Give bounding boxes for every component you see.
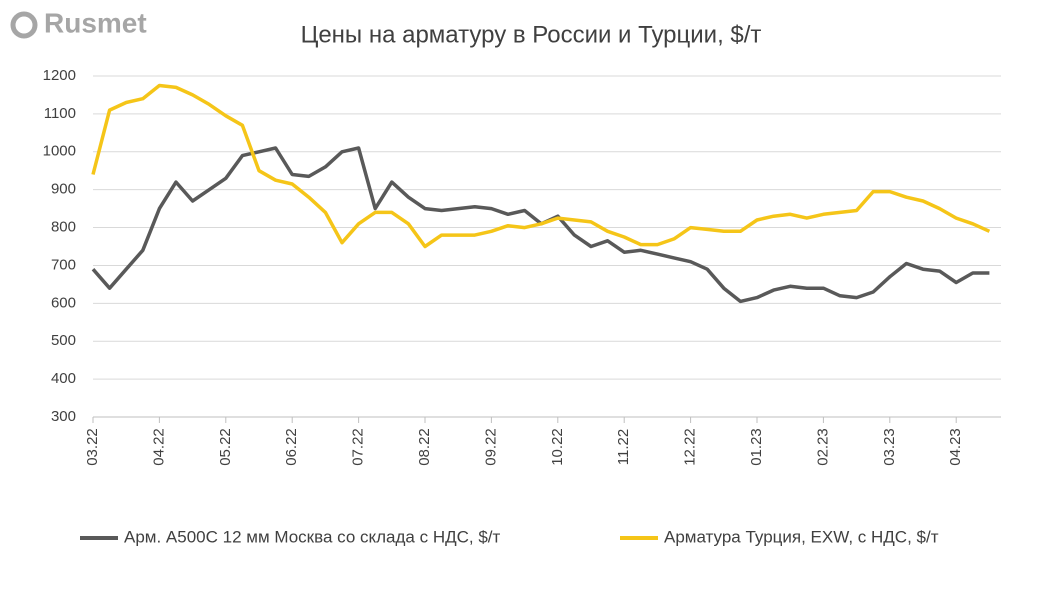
x-tick-label: 10.22 [549,428,566,466]
y-tick-label: 800 [51,219,76,236]
logo: Rusmet [44,7,147,38]
y-tick-label: 1200 [43,67,76,84]
logo-icon [10,11,38,39]
y-tick-label: 500 [51,332,76,349]
x-tick-label: 04.22 [150,428,167,466]
x-tick-label: 05.22 [217,428,234,466]
x-tick-label: 03.22 [84,428,101,466]
series-line [91,83,991,249]
y-tick-label: 1100 [44,105,76,122]
legend-label: Арматура Турция, EXW, с НДС, $/т [664,527,939,546]
legend-label: Арм. А500С 12 мм Москва со склада с НДС,… [124,527,501,546]
x-tick-label: 12.22 [682,428,699,466]
x-tick-label: 06.22 [283,428,300,466]
y-tick-label: 400 [51,370,76,387]
x-tick-label: 07.22 [350,428,367,466]
y-tick-label: 700 [51,256,76,273]
x-tick-label: 03.23 [881,428,898,466]
y-tick-label: 600 [51,294,76,311]
x-tick-label: 02.23 [814,428,831,466]
x-tick-label: 11.22 [615,429,632,465]
y-tick-label: 300 [51,408,76,425]
chart-title: Цены на арматуру в России и Турции, $/т [301,21,762,48]
x-tick-label: 04.23 [947,428,964,466]
x-tick-label: 01.23 [748,428,765,466]
x-tick-label: 08.22 [416,428,433,466]
y-tick-label: 1000 [43,143,76,160]
y-tick-label: 900 [51,181,76,198]
x-tick-label: 09.22 [482,428,499,466]
